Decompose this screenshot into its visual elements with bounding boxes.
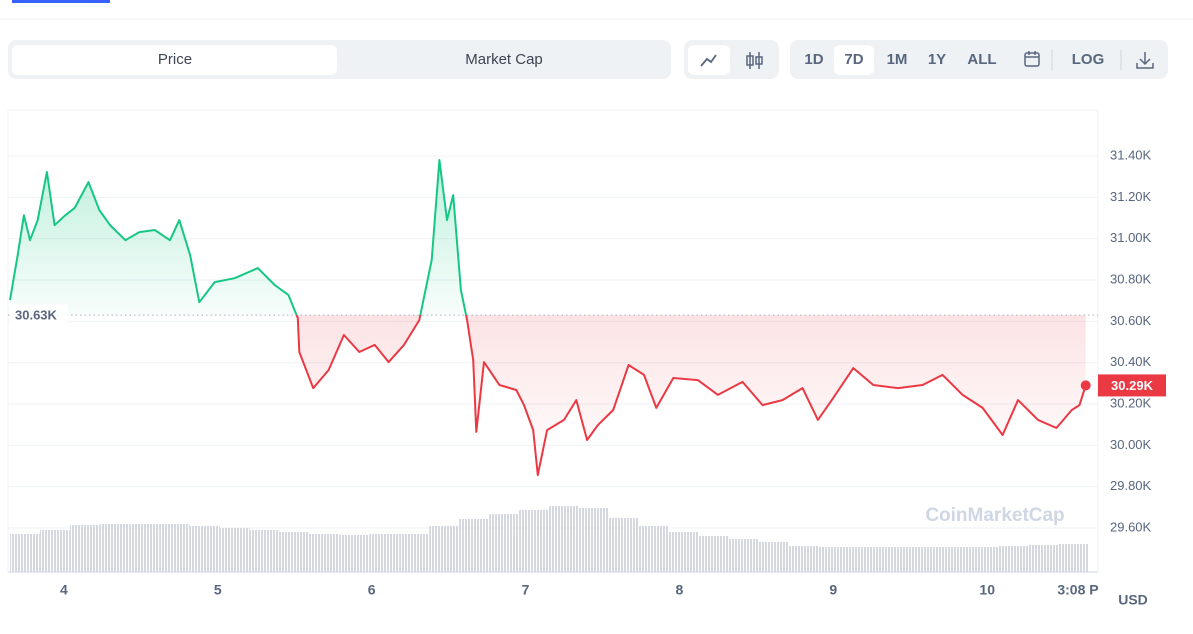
volume-bar [459,519,490,572]
calendar-icon[interactable] [1024,51,1040,67]
y-tick-label: 30.60K [1110,313,1152,328]
volume-bar [129,524,160,572]
volume-bar [279,532,310,572]
baseline-label: 30.63K [15,308,58,323]
y-tick-label: 31.20K [1110,189,1152,204]
timeframe-button[interactable]: 1M [887,51,908,68]
volume-bar [369,534,400,572]
current-price-tag [1098,374,1166,397]
volume-bar [578,508,609,572]
volume-bar [758,542,789,572]
volume-bar [788,546,819,572]
x-tick-label: 9 [829,582,837,598]
volume-bar [878,547,909,572]
volume-bar [219,528,250,572]
volume-bar [908,547,939,572]
volume-bar [638,526,669,572]
volume-bar [10,534,40,572]
timeframe-button[interactable]: 7D [844,51,863,68]
download-icon[interactable] [1136,52,1154,69]
volume-bar [848,547,879,572]
tab[interactable]: Price [158,51,192,68]
y-tick-label: 30.40K [1110,354,1152,369]
x-tick-label: 4 [60,582,68,598]
timeframe-button[interactable]: ALL [967,51,996,68]
volume-bar [549,506,579,572]
y-tick-label: 30.80K [1110,271,1152,286]
y-tick-label: 31.00K [1110,230,1152,245]
volume-bar [938,547,969,572]
nav-underline [12,0,110,3]
y-tick-label: 31.40K [1110,148,1152,163]
current-price-label: 30.29K [1111,378,1154,393]
currency-label: USD [1118,592,1148,608]
line-icon [700,54,717,67]
x-tick-label: 5 [214,582,222,598]
volume-bar [429,526,460,572]
volume-bar [309,534,340,572]
timeframe-active-bg [834,45,874,75]
volume-bar [968,547,999,572]
x-tick-label: 3:08 P [1057,582,1098,598]
last-point [1080,380,1091,391]
volume-bar [99,524,130,572]
volume-bar [668,532,699,572]
volume-bar [1028,545,1059,572]
watermark: CoinMarketCap [925,505,1064,526]
y-tick-label: 30.20K [1110,395,1152,410]
price-area [10,160,1086,476]
x-tick-label: 7 [522,582,530,598]
timeframe-button[interactable]: 1D [804,51,823,68]
volume-bar [399,534,430,572]
volume-bar [818,547,849,572]
volume-bar [39,530,70,572]
volume-bar [339,535,370,572]
tab-active-bg [12,45,337,75]
x-tick-label: 6 [368,582,376,598]
baseline-label-bg [10,304,68,327]
y-tick-label: 30.00K [1110,437,1152,452]
volume-bar [1058,544,1088,572]
timeframe-group [790,40,1168,79]
x-tick-label: 8 [676,582,684,598]
volume-bar [189,526,220,572]
volume-bar [69,525,100,572]
log-toggle[interactable]: LOG [1072,51,1105,68]
volume-bar [159,524,190,572]
volume-bar [489,514,520,572]
tab[interactable]: Market Cap [465,51,543,68]
volume-bar [728,539,759,572]
y-tick-label: 29.80K [1110,478,1152,493]
volume-bar [698,536,729,572]
y-tick-label: 29.60K [1110,519,1152,534]
volume-bar [608,518,639,572]
timeframe-button[interactable]: 1Y [928,51,946,68]
price-line [9,159,1087,477]
volume-bar [249,530,280,572]
x-tick-label: 10 [979,582,995,598]
volume-bar [998,546,1029,572]
volume-bar [519,510,549,572]
candle-icon[interactable] [746,52,763,69]
